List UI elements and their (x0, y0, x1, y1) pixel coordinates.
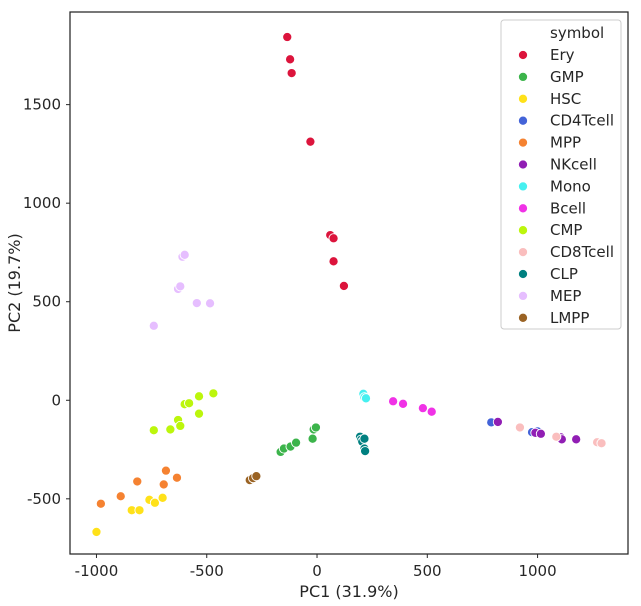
legend-marker-nkcell (517, 159, 529, 170)
point-cmp (208, 388, 219, 399)
legend-label-mep: MEP (550, 287, 581, 305)
point-mpp (171, 472, 183, 483)
legend-frame (500, 19, 622, 330)
point-mpp (160, 465, 171, 476)
legend-label-mpp: MPP (550, 134, 581, 152)
point-nkcell (535, 428, 546, 439)
legend-marker-bcell (517, 203, 529, 214)
y-tick-label: 1500 (23, 96, 61, 114)
x-axis-ticks: -1000 -500 0 500 1000 (75, 554, 557, 580)
point-cd8tcell (514, 422, 525, 433)
y-tick-label: 500 (32, 293, 61, 311)
point-mono (360, 393, 372, 404)
point-hsc (134, 505, 145, 516)
legend-marker-cd4tcell (517, 115, 529, 126)
legend-label-cmp: CMP (550, 221, 582, 239)
point-mpp (132, 476, 143, 487)
legend-title: symbol (550, 24, 604, 42)
legend-label-ery: Ery (550, 46, 575, 64)
legend-marker-clp (517, 268, 529, 280)
point-ery (285, 54, 296, 65)
point-cmp (184, 398, 195, 409)
legend-label-bcell: Bcell (550, 199, 586, 217)
point-bcell (397, 398, 409, 409)
point-ery (305, 136, 316, 147)
point-clp (359, 433, 370, 444)
legend-marker-ery (517, 49, 529, 61)
y-axis-label: PC2 (19.7%) (5, 233, 24, 332)
legend-marker-mpp (517, 137, 529, 148)
point-bcell (417, 403, 428, 414)
point-mep (179, 249, 190, 260)
point-ery (286, 68, 297, 79)
point-cd8tcell (596, 438, 607, 449)
point-hsc (149, 497, 160, 508)
legend-marker-gmp (517, 71, 529, 82)
point-ery (328, 233, 339, 244)
point-cd8tcell (551, 431, 562, 442)
point-hsc (91, 526, 102, 537)
point-cmp (165, 424, 176, 435)
legend-marker-lmpp (517, 312, 529, 323)
point-mep (175, 281, 186, 292)
y-tick-label: 0 (51, 391, 61, 409)
legend-label-cd8tcell: CD8Tcell (550, 243, 614, 261)
legend-label-lmpp: LMPP (550, 309, 589, 327)
point-ery (282, 31, 293, 43)
point-gmp (310, 422, 321, 433)
data-points (91, 31, 607, 537)
point-mep (205, 298, 216, 309)
point-nkcell (492, 416, 503, 427)
point-nkcell (571, 434, 582, 445)
legend-label-clp: CLP (550, 265, 578, 283)
point-ery (338, 280, 349, 292)
point-mpp (115, 491, 126, 502)
legend-items: Ery GMP HSC CD4Tcell MPP NKcell Mono Bcell CMP CD… (517, 46, 614, 327)
point-bcell (388, 396, 399, 407)
point-mpp (95, 498, 106, 509)
legend-label-gmp: GMP (550, 68, 584, 86)
legend-marker-cd8tcell (517, 247, 529, 258)
point-ery (328, 256, 339, 267)
legend-marker-mep (517, 290, 529, 301)
point-cmp (193, 408, 205, 419)
point-clp (360, 446, 371, 457)
point-bcell (426, 406, 437, 417)
point-lmpp (251, 471, 262, 482)
legend-marker-hsc (517, 93, 529, 104)
point-mpp (158, 479, 169, 490)
x-tick-label: 500 (413, 562, 442, 580)
x-tick-label: 1000 (518, 562, 556, 580)
legend-label-cd4tcell: CD4Tcell (550, 112, 614, 130)
point-mep (148, 320, 159, 331)
point-cmp (175, 420, 186, 431)
x-axis-label: PC1 (31.9%) (299, 582, 398, 601)
y-axis-ticks: -500 0 500 1000 1500 (23, 96, 70, 508)
x-tick-label: -500 (190, 562, 224, 580)
point-mep (191, 298, 202, 309)
point-cmp (148, 425, 159, 436)
legend-label-hsc: HSC (550, 90, 581, 108)
y-tick-label: -500 (27, 490, 61, 508)
legend-marker-cmp (517, 225, 529, 236)
point-gmp (291, 437, 302, 448)
legend-label-mono: Mono (550, 177, 591, 195)
point-hsc (157, 492, 168, 503)
x-tick-label: 0 (312, 562, 322, 580)
x-tick-label: -1000 (75, 562, 119, 580)
legend-label-nkcell: NKcell (550, 156, 597, 174)
point-cmp (193, 391, 205, 402)
legend: symbol Ery GMP HSC CD4Tcell MPP NKcell Mono Bce… (500, 19, 622, 330)
legend-marker-mono (517, 181, 529, 192)
point-gmp (307, 433, 318, 444)
y-tick-label: 1000 (23, 194, 61, 212)
